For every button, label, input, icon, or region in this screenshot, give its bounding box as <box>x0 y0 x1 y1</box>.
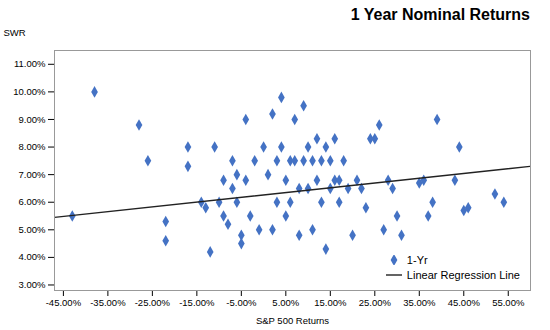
svg-text:15.00%: 15.00% <box>314 297 347 308</box>
svg-text:9.00%: 9.00% <box>19 114 46 125</box>
html-text:1 Year Nominal Returns: 1 Year Nominal Returns <box>350 6 530 23</box>
svg-text:35.00%: 35.00% <box>403 297 436 308</box>
svg-text:-45.00%: -45.00% <box>46 297 82 308</box>
html-text:Linear Regression Line: Linear Regression Line <box>406 268 520 281</box>
svg-text:-35.00%: -35.00% <box>90 297 126 308</box>
svg-text:-15.00%: -15.00% <box>179 297 215 308</box>
svg-text:-5.00%: -5.00% <box>226 297 257 308</box>
svg-text:4.00%: 4.00% <box>19 251 46 262</box>
svg-text:5.00%: 5.00% <box>19 224 46 235</box>
svg-text:8.00%: 8.00% <box>19 141 46 152</box>
svg-text:10.00%: 10.00% <box>13 86 46 97</box>
svg-text:45.00%: 45.00% <box>448 297 481 308</box>
svg-text:55.00%: 55.00% <box>492 297 525 308</box>
svg-text:5.00%: 5.00% <box>272 297 299 308</box>
html-text:1-Yr: 1-Yr <box>406 253 428 266</box>
svg-text:-25.00%: -25.00% <box>135 297 171 308</box>
svg-text:11.00%: 11.00% <box>14 58 46 69</box>
svg-text:SWR: SWR <box>4 27 26 38</box>
svg-text:6.00%: 6.00% <box>19 196 46 207</box>
svg-text:S&P 500 Returns: S&P 500 Returns <box>256 315 329 326</box>
svg-text:7.00%: 7.00% <box>19 169 46 180</box>
svg-text:25.00%: 25.00% <box>359 297 392 308</box>
svg-text:3.00%: 3.00% <box>19 279 46 290</box>
